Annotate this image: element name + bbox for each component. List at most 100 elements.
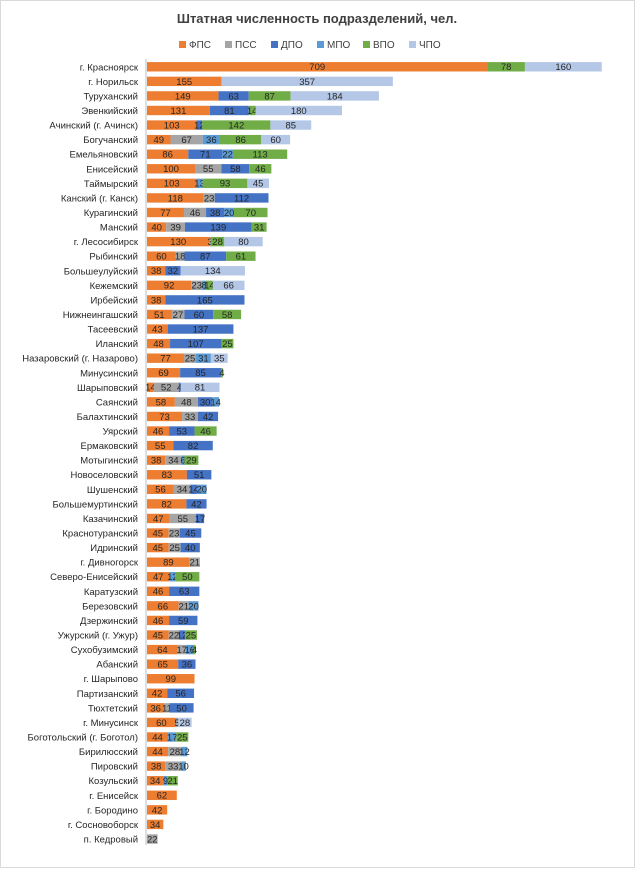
bar-segment (224, 236, 263, 247)
data-label: 42 (152, 689, 163, 700)
data-label: 3 (207, 237, 212, 248)
data-label: 34 (168, 456, 179, 467)
category-label: г. Норильск (88, 77, 139, 88)
data-label: 89 (163, 558, 174, 569)
data-label: 42 (191, 499, 202, 510)
bar-segment (188, 601, 199, 611)
data-label: 139 (210, 222, 226, 233)
bar-segment (219, 134, 262, 145)
bar-segment (175, 572, 200, 582)
bar-segment (212, 280, 245, 291)
data-label: 12 (177, 630, 188, 641)
category-label: Ачинский (г. Ачинск) (49, 121, 138, 132)
legend: ФПС ПСС ДПО МПО ВПО ЧПО (179, 40, 441, 51)
data-label: 92 (164, 281, 175, 292)
bar-segment (170, 338, 222, 349)
bar-segment (248, 105, 256, 116)
data-label: 80 (238, 237, 249, 248)
data-label: 131 (171, 106, 187, 117)
category-label: Назаровский (г. Назарово) (22, 354, 138, 365)
data-label: 21 (189, 558, 200, 569)
category-label: Ермаковский (81, 441, 138, 452)
bar-segment (168, 746, 182, 757)
bar-segment (221, 338, 234, 349)
bar-segment (147, 338, 171, 349)
category-label: Краснотуранский (62, 529, 138, 540)
bar-segment (184, 455, 199, 465)
data-label: 25 (186, 630, 197, 641)
data-label: 42 (203, 412, 214, 423)
category-label: Большемуртинский (53, 499, 139, 510)
chart-title: Штатная численность подразделений, чел. (177, 11, 457, 26)
data-label: 81 (224, 106, 235, 117)
data-label: 86 (235, 135, 246, 146)
bar-segment (183, 353, 196, 363)
bar-segment (147, 703, 165, 713)
bar-segment (147, 91, 219, 101)
bar-segment (177, 644, 186, 655)
bar-segment (147, 834, 158, 844)
data-label: 130 (170, 237, 186, 248)
bar-segment (168, 542, 181, 553)
data-label: 118 (168, 193, 183, 204)
data-label: 82 (188, 441, 199, 452)
category-label: Енисейский (86, 164, 138, 175)
data-label: 46 (153, 616, 164, 627)
bar-segment (147, 105, 210, 116)
data-label: 20 (196, 485, 207, 496)
data-label: 44 (152, 732, 163, 743)
data-label: 4 (192, 645, 197, 656)
bar-segment (212, 397, 220, 407)
category-label: Сухобузимский (71, 645, 138, 656)
data-label: 142 (228, 120, 244, 131)
bar-segment (171, 309, 185, 320)
data-label: 4 (177, 383, 182, 394)
bar-segment (261, 134, 291, 145)
data-label: 25 (222, 339, 233, 350)
bar-segment (196, 484, 207, 495)
bar-segment (251, 222, 267, 232)
data-label: 10 (178, 762, 189, 773)
bar-segment (167, 324, 234, 334)
bar-segment (255, 105, 342, 116)
data-label: 33 (185, 412, 196, 423)
bar-segment (487, 62, 525, 72)
data-label: 64 (157, 645, 168, 656)
data-label: 61 (236, 252, 247, 263)
category-label: г. Бородино (87, 805, 138, 816)
data-label: 56 (175, 689, 186, 700)
bar-segment (189, 557, 200, 567)
data-label: 16 (184, 645, 195, 656)
bar-segment (179, 630, 185, 640)
bar-segment (147, 178, 197, 189)
data-label: 45 (253, 179, 264, 190)
data-label: 58 (230, 164, 241, 175)
category-label: г. Шарыпово (84, 674, 138, 685)
bar-segment (147, 324, 168, 334)
bar-segment (178, 717, 192, 728)
bar-segment (169, 426, 195, 436)
data-label: 5 (174, 718, 179, 729)
data-label: 99 (165, 674, 176, 685)
data-label: 38 (151, 456, 162, 467)
bar-segment (147, 615, 170, 626)
data-label: 63 (228, 91, 239, 102)
category-label: Эвенкийский (81, 106, 138, 117)
data-label: 58 (222, 310, 233, 321)
bar-segment (249, 164, 272, 174)
bar-segment (218, 91, 249, 101)
category-label: Идринский (90, 543, 138, 554)
data-label: 20 (224, 208, 235, 219)
data-label: 60 (270, 135, 281, 146)
data-label: 60 (194, 310, 205, 321)
data-label: 66 (158, 601, 169, 612)
data-label: 107 (188, 339, 204, 350)
bar-segment (147, 586, 170, 597)
bar-segment (163, 776, 168, 786)
data-label: 51 (154, 310, 165, 321)
bar-segment (147, 776, 164, 786)
bar-segment (185, 644, 194, 655)
bar-segment (153, 382, 179, 393)
bar-segment (210, 353, 228, 363)
